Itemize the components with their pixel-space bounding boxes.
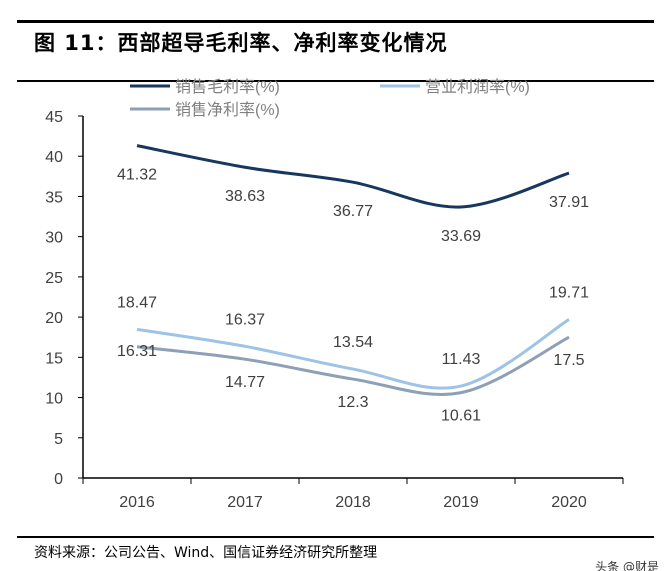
data-label: 14.77 xyxy=(225,374,265,391)
data-label: 17.5 xyxy=(553,352,584,369)
x-tick-label: 2018 xyxy=(335,494,371,511)
y-tick-label: 20 xyxy=(45,310,63,327)
y-tick-label: 30 xyxy=(45,230,63,247)
y-tick-label: 45 xyxy=(45,109,63,126)
data-label: 36.77 xyxy=(333,203,373,220)
figure-title: 图 11：西部超导毛利率、净利率变化情况 xyxy=(34,31,448,55)
y-tick-label: 5 xyxy=(54,431,63,448)
y-tick-label: 15 xyxy=(45,350,63,367)
legend-label: 销售净利率(%) xyxy=(175,101,280,119)
watermark: 头条 @财是 xyxy=(595,560,659,571)
x-tick-label: 2020 xyxy=(551,494,587,511)
x-tick-label: 2016 xyxy=(119,494,155,511)
line-chart: 0 5 10 15 20 25 30 35 40 45 2016 2017 2018 2019 2020 41… xyxy=(45,78,624,511)
source-note: 资料来源：公司公告、Wind、国信证券经济研究所整理 xyxy=(34,545,378,561)
bottom-rule xyxy=(17,536,654,538)
data-label: 33.69 xyxy=(441,228,481,245)
y-tick-label: 25 xyxy=(45,270,63,287)
data-label: 38.63 xyxy=(225,188,265,205)
data-label: 18.47 xyxy=(117,294,157,311)
data-label: 41.32 xyxy=(117,167,157,184)
data-label: 16.37 xyxy=(225,311,265,328)
x-tick-label: 2017 xyxy=(227,494,263,511)
data-label: 11.43 xyxy=(442,351,481,368)
title-rule xyxy=(17,80,654,82)
data-label: 12.3 xyxy=(337,394,368,411)
data-label: 37.91 xyxy=(549,194,589,211)
data-label: 19.71 xyxy=(549,284,589,301)
legend-label: 销售毛利率(%) xyxy=(175,78,280,96)
legend-label: 营业利润率(%) xyxy=(425,78,530,96)
top-rule xyxy=(17,20,654,23)
y-tick-label: 35 xyxy=(45,189,63,206)
series-line xyxy=(136,318,570,390)
data-label: 10.61 xyxy=(441,408,481,425)
y-tick-label: 10 xyxy=(45,391,63,408)
x-tick-label: 2019 xyxy=(443,494,479,511)
y-tick-label: 0 xyxy=(54,471,63,488)
series-line xyxy=(136,144,570,209)
data-label: 16.31 xyxy=(117,343,157,360)
data-label: 13.54 xyxy=(333,334,373,351)
series-line xyxy=(136,335,570,396)
y-tick-label: 40 xyxy=(45,149,63,166)
